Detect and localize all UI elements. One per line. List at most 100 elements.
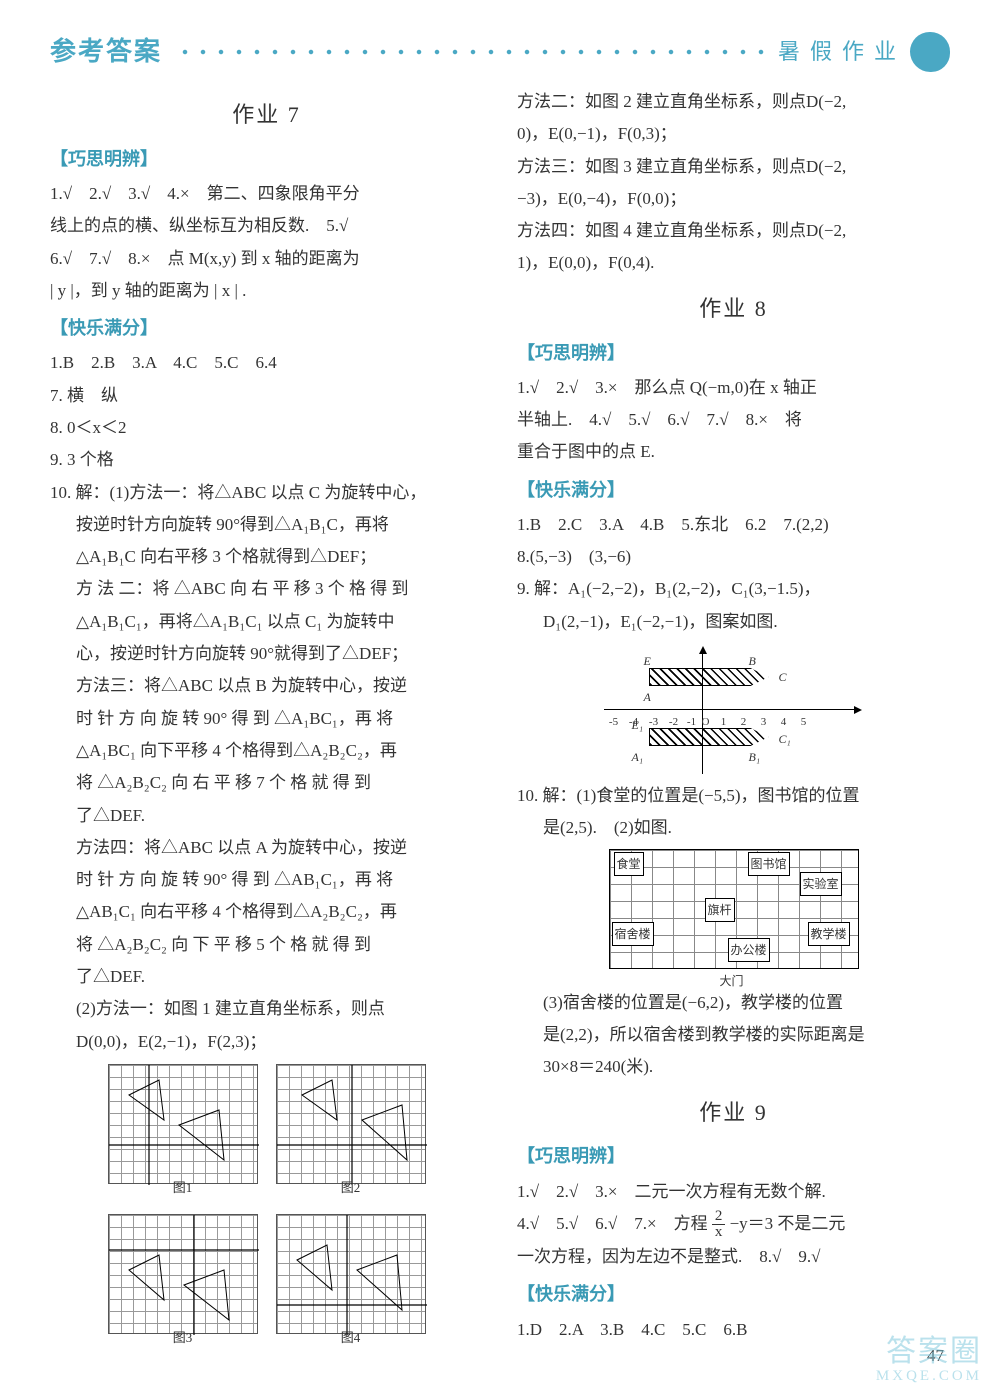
header-dots (176, 47, 764, 57)
q7-kl-10p: 了△DEF. (50, 961, 483, 993)
plan-damen: 大门 (720, 970, 744, 993)
q8-qs-3: 重合于图中的点 E. (517, 436, 950, 468)
q9-qs-2a: 4.√ 5.√ 6.√ 7.× 方程 (517, 1214, 708, 1233)
q7-kl-10i: △A₁BC₁ 向下平移 4 个格得到△A₂B₂C₂，再 (50, 735, 483, 767)
section-kuaile-7: 【快乐满分】 (50, 311, 483, 345)
q7-kl-10f: 心，按逆时针方向旋转 90°就得到了△DEF； (50, 638, 483, 670)
header-right-text: 暑假作业 (778, 31, 906, 73)
grid-figure-4: 图4 (276, 1214, 426, 1334)
q8-qs-2: 半轴上. 4.√ 5.√ 6.√ 7.√ 8.× 将 (517, 404, 950, 436)
tick-O: O (702, 712, 710, 733)
r-top6: 1)，E(0,0)，F(0,4). (517, 247, 950, 279)
frac-num: 2 (712, 1209, 726, 1226)
section-kuaile-8: 【快乐满分】 (517, 473, 950, 507)
q7-kl-10d: 方 法 二：将 △ABC 向 右 平 移 3 个 格 得 到 (50, 573, 483, 605)
fig1-caption: 图1 (109, 1176, 257, 1201)
q7-kl-10m: 时 针 方 向 旋 转 90° 得 到 △AB₁C₁，再 将 (50, 864, 483, 896)
grid-fig2-svg (277, 1065, 427, 1185)
r-top4: −3)，E(0,−4)，F(0,0)； (517, 183, 950, 215)
header-title-right: 暑假作业 (778, 31, 950, 73)
grid-fig3-svg (109, 1215, 259, 1335)
q7-kl-10r: D(0,0)，E(2,−1)，F(2,3)； (50, 1026, 483, 1058)
right-column: 方法二：如图 2 建立直角坐标系，则点D(−2, 0)，E(0,−1)，F(0,… (517, 86, 950, 1346)
q7-kl-10g: 方法三：将△ABC 以点 B 为旋转中心，按逆 (50, 670, 483, 702)
frac-den: x (712, 1225, 726, 1241)
figure-row-1: 图1 图2 (50, 1064, 483, 1184)
page-header: 参考答案 暑假作业 (50, 30, 950, 74)
tick-n2: -2 (669, 712, 678, 733)
q7-kl-10c: △A₁B₁C 向右平移 3 个格就得到△DEF； (50, 541, 483, 573)
q7-kl-10e: △A₁B₁C₁，再将△A₁B₁C₁ 以点 C₁ 为旋转中 (50, 606, 483, 638)
tick-1: 1 (721, 712, 727, 733)
watermark-main: 答案圈 (876, 1335, 982, 1368)
r-top1: 方法二：如图 2 建立直角坐标系，则点D(−2, (517, 86, 950, 118)
plan-jiaoxue: 教学楼 (808, 922, 850, 947)
plan-sushe: 宿舍楼 (612, 922, 654, 947)
tick-5: 5 (801, 712, 807, 733)
lbl-B1: B₁ (749, 746, 761, 769)
tick-2: 2 (741, 712, 747, 733)
q7-kl-10j: 将 △A₂B₂C₂ 向 右 平 移 7 个 格 就 得 到 (50, 767, 483, 799)
plan-tushuguan: 图书馆 (748, 852, 790, 877)
fig3-caption: 图3 (109, 1326, 257, 1351)
q8-kl-1: 1.B 2.C 3.A 4.B 5.东北 6.2 7.(2,2) (517, 509, 950, 541)
q7-kl-10l: 方法四：将△ABC 以点 A 为旋转中心，按逆 (50, 832, 483, 864)
plan-qixing: 旗杆 (705, 898, 735, 923)
tick-n5: -5 (609, 712, 618, 733)
q7-kl-3: 8. 0＜x＜2 (50, 412, 483, 444)
q7-qs-1: 1.√ 2.√ 3.√ 4.× 第二、四象限角平分 (50, 178, 483, 210)
fraction-icon: 2 x (712, 1209, 726, 1242)
section-kuaile-9: 【快乐满分】 (517, 1277, 950, 1311)
q8-kl-10e: 30×8＝240(米). (517, 1051, 950, 1083)
axis-figure: E B C A E₁ A₁ B₁ C₁ -5 -4 -3 -2 -1 O 1 2… (604, 644, 864, 774)
q7-kl-10q: (2)方法一：如图 1 建立直角坐标系，则点 (50, 993, 483, 1025)
q7-kl-10a: 10. 解：(1)方法一：将△ABC 以点 C 为旋转中心， (50, 477, 483, 509)
lbl-A1: A₁ (632, 746, 644, 769)
q7-qs-2: 线上的点的横、纵坐标互为相反数. 5.√ (50, 210, 483, 242)
q7-kl-1: 1.B 2.B 3.A 4.C 5.C 6.4 (50, 347, 483, 379)
q9-qs-1: 1.√ 2.√ 3.× 二元一次方程有无数个解. (517, 1176, 950, 1208)
header-title-left: 参考答案 (50, 27, 162, 76)
r-top5: 方法四：如图 4 建立直角坐标系，则点D(−2, (517, 215, 950, 247)
grid-figure-3: 图3 (108, 1214, 258, 1334)
tick-n4: -4 (629, 712, 638, 733)
lbl-A: A (644, 686, 651, 709)
q7-qs-3: 6.√ 7.√ 8.× 点 M(x,y) 到 x 轴的距离为 (50, 243, 483, 275)
assignment-9-title: 作业 9 (517, 1092, 950, 1134)
q7-kl-10o: 将 △A₂B₂C₂ 向 下 平 移 5 个 格 就 得 到 (50, 929, 483, 961)
grid-fig4-svg (277, 1215, 427, 1335)
assignment-7-title: 作业 7 (50, 94, 483, 136)
section-qiaosi-8: 【巧思明辨】 (517, 336, 950, 370)
lbl-C: C (779, 666, 787, 689)
x-axis (604, 709, 856, 710)
content-columns: 作业 7 【巧思明辨】 1.√ 2.√ 3.√ 4.× 第二、四象限角平分 线上… (50, 86, 950, 1346)
q7-kl-2: 7. 横 纵 (50, 380, 483, 412)
r-top2: 0)，E(0,−1)，F(0,3)； (517, 118, 950, 150)
q7-kl-10b: 按逆时针方向旋转 90°得到△A₁B₁C，再将 (50, 509, 483, 541)
q7-kl-10k: 了△DEF. (50, 800, 483, 832)
q7-qs-4: | y |，到 y 轴的距离为 | x | . (50, 275, 483, 307)
q9-qs-2b: −y＝3 不是二元 (730, 1214, 846, 1233)
section-qiaosi-9: 【巧思明辨】 (517, 1139, 950, 1173)
q7-kl-4: 9. 3 个格 (50, 444, 483, 476)
q9-qs-3: 一次方程，因为左边不是整式. 8.√ 9.√ (517, 1241, 950, 1273)
floor-plan-figure: 食堂 图书馆 实验室 旗杆 宿舍楼 办公楼 教学楼 大门 (609, 849, 859, 969)
fig2-caption: 图2 (277, 1176, 425, 1201)
tick-4: 4 (781, 712, 787, 733)
fig4-caption: 图4 (277, 1326, 425, 1351)
figure-row-2: 图3 图4 (50, 1214, 483, 1334)
grid-figure-1: 图1 (108, 1064, 258, 1184)
q8-kl-10d: 是(2,2)，所以宿舍楼到教学楼的实际距离是 (517, 1019, 950, 1051)
mascot-icon (910, 32, 950, 72)
q8-kl-9a: 9. 解：A₁(−2,−2)，B₁(2,−2)，C₁(3,−1.5)， (517, 573, 950, 605)
q8-kl-10b: 是(2,5). (2)如图. (517, 812, 950, 844)
q8-kl-9b: D₁(2,−1)，E₁(−2,−1)，图案如图. (517, 606, 950, 638)
tick-n1: -1 (687, 712, 696, 733)
q9-qs-2: 4.√ 5.√ 6.√ 7.× 方程 2 x −y＝3 不是二元 (517, 1208, 950, 1241)
section-qiaosi-7: 【巧思明辨】 (50, 142, 483, 176)
q8-qs-1: 1.√ 2.√ 3.× 那么点 Q(−m,0)在 x 轴正 (517, 372, 950, 404)
tick-n3: -3 (649, 712, 658, 733)
q8-kl-10a: 10. 解：(1)食堂的位置是(−5,5)，图书馆的位置 (517, 780, 950, 812)
watermark: 答案圈 MXQE.COM (876, 1335, 982, 1385)
lbl-E: E (644, 650, 651, 673)
